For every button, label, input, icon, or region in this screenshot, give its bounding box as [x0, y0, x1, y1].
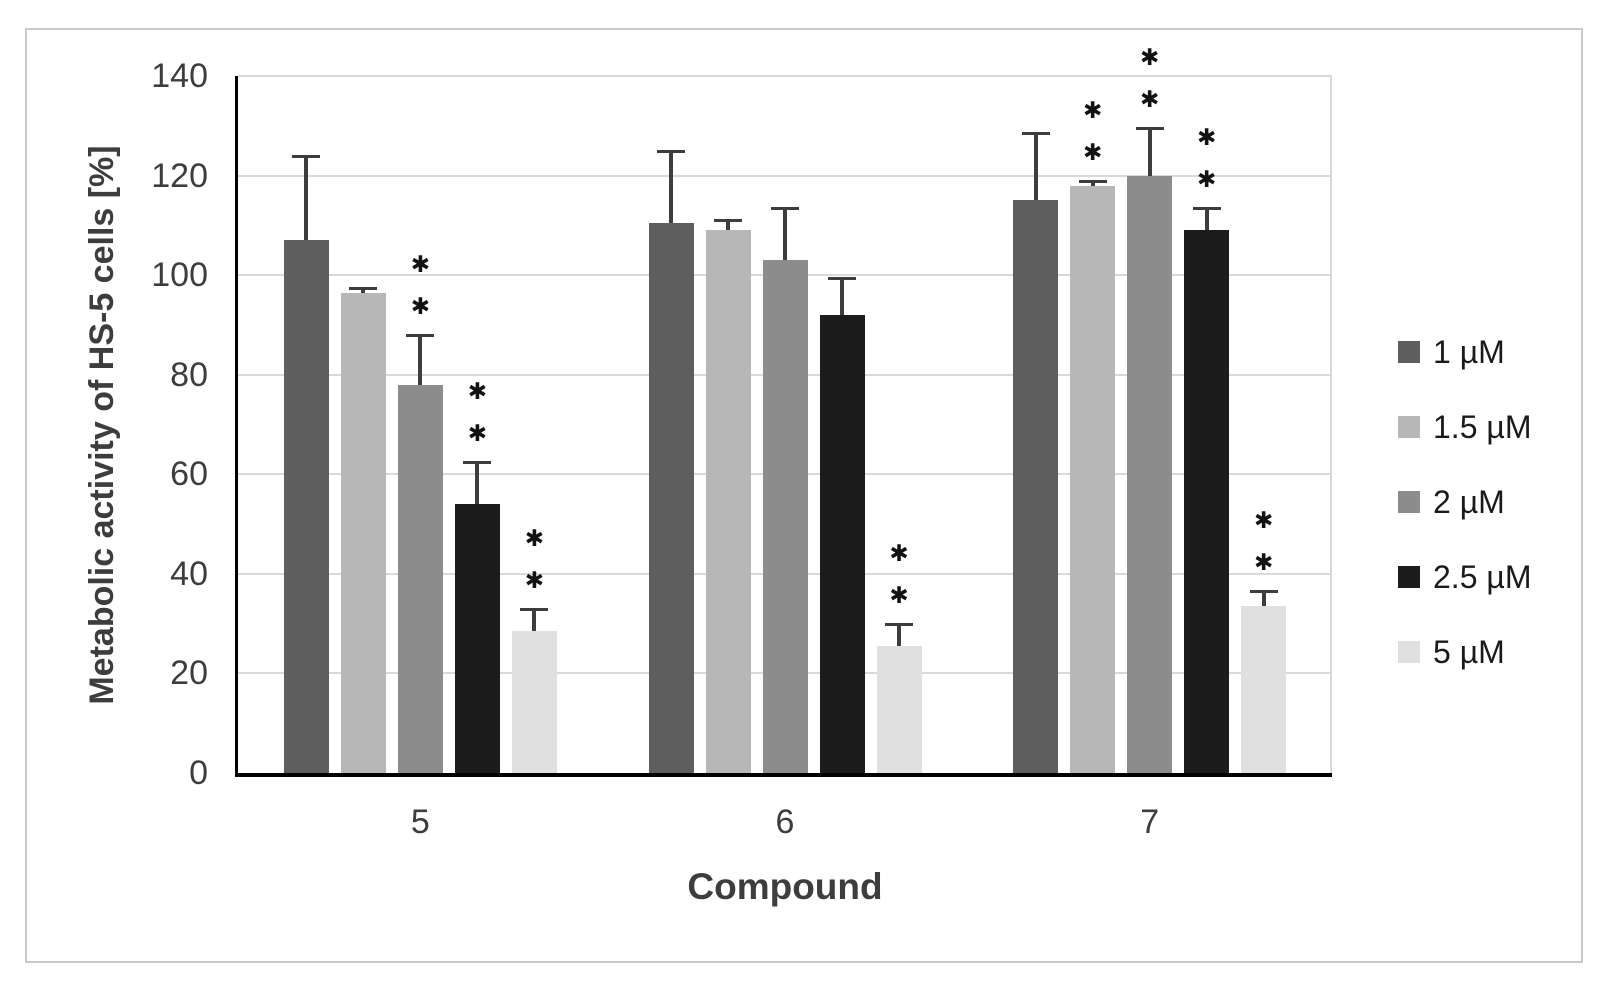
error-bar-stem: [726, 220, 730, 231]
bar-25µM-compound-6: [819, 314, 865, 773]
error-bar-cap: [292, 154, 321, 158]
significance-asterisk: ✱: [889, 582, 909, 609]
error-bar-cap: [463, 460, 492, 464]
significance-asterisk: ✱: [889, 540, 909, 567]
significance-asterisk: ✱: [524, 567, 544, 594]
legend-item-5µM: 5 µM: [1398, 634, 1505, 670]
legend-item-2µM: 2 µM: [1398, 484, 1505, 520]
bar-5µM-compound-7: [1241, 606, 1287, 773]
y-tick-label: 40: [170, 554, 208, 593]
error-bar-stem: [840, 277, 844, 315]
legend-swatch-icon: [1398, 341, 1420, 363]
bar-2µM-compound-5: [397, 384, 443, 773]
legend-label: 1.5 µM: [1433, 408, 1532, 445]
plot-right-border: [1330, 76, 1332, 773]
bar-1µM-compound-5: [283, 240, 329, 773]
y-axis-line: [235, 76, 238, 777]
significance-asterisk: ✱: [467, 420, 487, 447]
y-tick-label: 60: [170, 455, 208, 494]
error-bar-cap: [1021, 132, 1050, 136]
gridline: [238, 75, 1332, 77]
bar-5µM-compound-5: [511, 631, 557, 773]
bar-25µM-compound-7: [1184, 230, 1230, 773]
bar-15µM-compound-6: [705, 230, 751, 773]
y-tick-label: 0: [189, 754, 208, 792]
x-axis-title: Compound: [687, 866, 883, 907]
error-bar-stem: [897, 623, 901, 647]
error-bar-cap: [1192, 206, 1221, 210]
significance-asterisk: ✱: [410, 293, 430, 320]
significance-asterisk: ✱: [524, 525, 544, 552]
legend-swatch-icon: [1398, 491, 1420, 513]
error-bar-stem: [1033, 133, 1038, 201]
error-bar-stem: [1147, 128, 1152, 176]
significance-asterisk: ✱: [1197, 166, 1217, 193]
y-axis-title: Metabolic activity of HS-5 cells [%]: [83, 145, 121, 705]
error-bar-stem: [418, 334, 423, 385]
bar-1µM-compound-7: [1013, 200, 1059, 773]
error-bar-cap: [1249, 590, 1278, 594]
significance-asterisk: ✱: [1083, 139, 1103, 166]
error-bar-cap: [828, 276, 856, 280]
error-bar-cap: [406, 333, 435, 337]
y-tick-label: 120: [151, 156, 208, 195]
error-bar-cap: [771, 206, 799, 210]
error-bar-stem: [1204, 207, 1209, 231]
significance-asterisk: ✱: [1140, 87, 1160, 114]
significance-asterisk: ✱: [1140, 45, 1160, 72]
legend-swatch-icon: [1398, 416, 1420, 438]
legend-label: 2.5 µM: [1433, 558, 1532, 595]
significance-asterisk: ✱: [467, 378, 487, 405]
bar-2µM-compound-7: [1127, 175, 1173, 773]
significance-asterisk: ✱: [1197, 124, 1217, 151]
error-bar-stem: [1261, 591, 1266, 607]
significance-asterisk: ✱: [1254, 508, 1274, 535]
gridline: [238, 174, 1332, 177]
error-bar-stem: [669, 150, 673, 223]
x-axis-line: [235, 773, 1332, 777]
x-tick-label: 7: [1140, 803, 1160, 841]
y-tick-label: 100: [151, 256, 208, 295]
y-tick-label: 140: [151, 57, 208, 95]
bar-2µM-compound-6: [762, 260, 808, 773]
significance-asterisk: ✱: [1254, 550, 1274, 577]
error-bar-stem: [361, 287, 366, 293]
legend-label: 2 µM: [1433, 483, 1505, 520]
error-bar-cap: [1135, 127, 1164, 131]
error-bar-stem: [1090, 180, 1095, 186]
bar-15µM-compound-7: [1070, 185, 1116, 773]
bar-15µM-compound-5: [340, 292, 386, 773]
error-bar-cap: [1078, 179, 1107, 183]
legend-item-25µM: 2.5 µM: [1398, 559, 1531, 595]
error-bar-cap: [885, 622, 913, 626]
error-bar-cap: [714, 219, 742, 223]
legend-label: 1 µM: [1433, 333, 1505, 370]
error-bar-stem: [304, 155, 309, 241]
bar-25µM-compound-5: [454, 504, 500, 773]
error-bar-cap: [349, 286, 378, 290]
legend-label: 5 µM: [1433, 633, 1505, 670]
legend-swatch-icon: [1398, 641, 1420, 663]
error-bar-stem: [475, 461, 480, 505]
error-bar-stem: [532, 608, 537, 632]
bar-1µM-compound-6: [648, 222, 694, 773]
y-tick-label: 20: [170, 654, 208, 693]
legend-item-1µM: 1 µM: [1398, 334, 1505, 370]
error-bar-cap: [657, 149, 685, 153]
y-tick-label: 80: [170, 355, 208, 394]
significance-asterisk: ✱: [1083, 97, 1103, 124]
x-tick-label: 6: [775, 803, 795, 841]
error-bar-cap: [520, 607, 549, 611]
error-bar-stem: [783, 207, 787, 261]
significance-asterisk: ✱: [410, 251, 430, 278]
legend-swatch-icon: [1398, 566, 1420, 588]
bar-5µM-compound-6: [876, 646, 922, 773]
legend-item-15µM: 1.5 µM: [1398, 409, 1531, 445]
x-tick-label: 5: [410, 803, 430, 841]
